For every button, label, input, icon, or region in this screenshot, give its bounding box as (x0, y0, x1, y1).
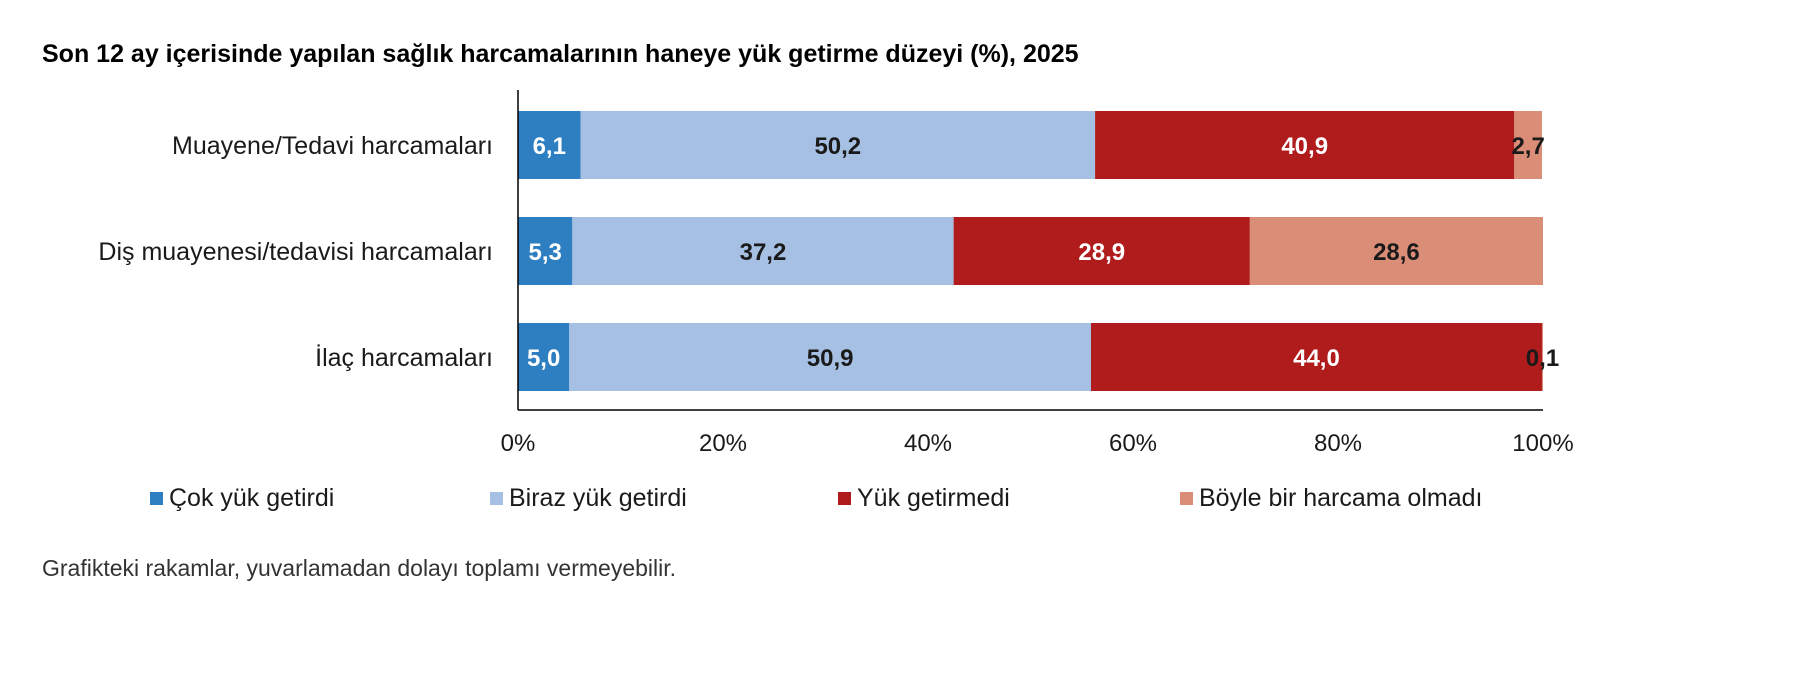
data-label: 40,9 (1281, 133, 1328, 160)
chart-title: Son 12 ay içerisinde yapılan sağlık harc… (42, 40, 1079, 68)
x-tick-label: 20% (699, 430, 747, 457)
legend: Çok yük getirdi Biraz yük getirdi Yük geti… (0, 484, 1805, 520)
bars-layer (518, 111, 1543, 391)
tick-labels-layer: 0% 20% 40% 60% 80% 100% (501, 430, 1574, 457)
bar-segment (518, 217, 573, 285)
x-tick-label: 60% (1109, 430, 1157, 457)
bar-segment (953, 217, 1250, 285)
bar-segment (1514, 111, 1542, 179)
data-label: 44,0 (1293, 345, 1340, 372)
legend-label: Yük getirmedi (857, 484, 1010, 512)
data-label: 5,0 (527, 345, 560, 372)
category-label: Diş muayenesi/tedavisi harcamaları (98, 238, 493, 266)
data-label: 28,9 (1078, 239, 1125, 266)
data-label: 50,2 (814, 133, 861, 160)
legend-swatch (838, 492, 851, 505)
bar-segment (580, 111, 1096, 179)
category-label: İlaç harcamaları (315, 343, 493, 372)
category-label: Muayene/Tedavi harcamaları (172, 132, 493, 160)
axes-layer (517, 90, 1543, 411)
data-label: 50,9 (807, 345, 854, 372)
legend-swatch (1180, 492, 1193, 505)
data-label: 28,6 (1373, 239, 1420, 266)
stacked-bar-chart: 6,1 50,2 40,9 2,7 5,3 37,2 28,9 28,6 5,0 50,9 44,0… (98, 90, 1574, 457)
legend-swatch (150, 492, 163, 505)
bar-segment (518, 323, 570, 391)
bar-segment (518, 111, 581, 179)
legend-label: Çok yük getirdi (169, 484, 335, 512)
legend-item: Çok yük getirdi (150, 484, 334, 513)
legend-label: Biraz yük getirdi (509, 484, 687, 512)
data-label: 5,3 (528, 239, 561, 266)
bar-segment (572, 217, 954, 285)
data-label: 0,1 (1526, 345, 1559, 372)
x-tick-label: 80% (1314, 430, 1362, 457)
x-tick-label: 100% (1512, 430, 1573, 457)
bar-segment (1095, 111, 1515, 179)
legend-swatch (490, 492, 503, 505)
bar-segment (1090, 323, 1542, 391)
footnote: Grafikteki rakamlar, yuvarlamadan dolayı… (42, 555, 677, 581)
data-label: 6,1 (533, 133, 566, 160)
x-tick-label: 0% (501, 430, 536, 457)
x-tick-label: 40% (904, 430, 952, 457)
legend-item: Böyle bir harcama olmadı (1180, 484, 1482, 513)
bar-segment (569, 323, 1091, 391)
bar-segment (1249, 217, 1543, 285)
bar-labels-layer: 6,1 50,2 40,9 2,7 5,3 37,2 28,9 28,6 5,0 50,9 44,0… (527, 133, 1559, 372)
data-label: 37,2 (740, 239, 787, 266)
legend-item: Yük getirmedi (838, 484, 1010, 513)
legend-label: Böyle bir harcama olmadı (1199, 484, 1483, 512)
category-labels-layer: Muayene/Tedavi harcamaları Diş muayenesi/… (98, 132, 493, 372)
legend-item: Biraz yük getirdi (490, 484, 687, 513)
bar-segment (1541, 323, 1543, 391)
data-label: 2,7 (1511, 133, 1544, 160)
